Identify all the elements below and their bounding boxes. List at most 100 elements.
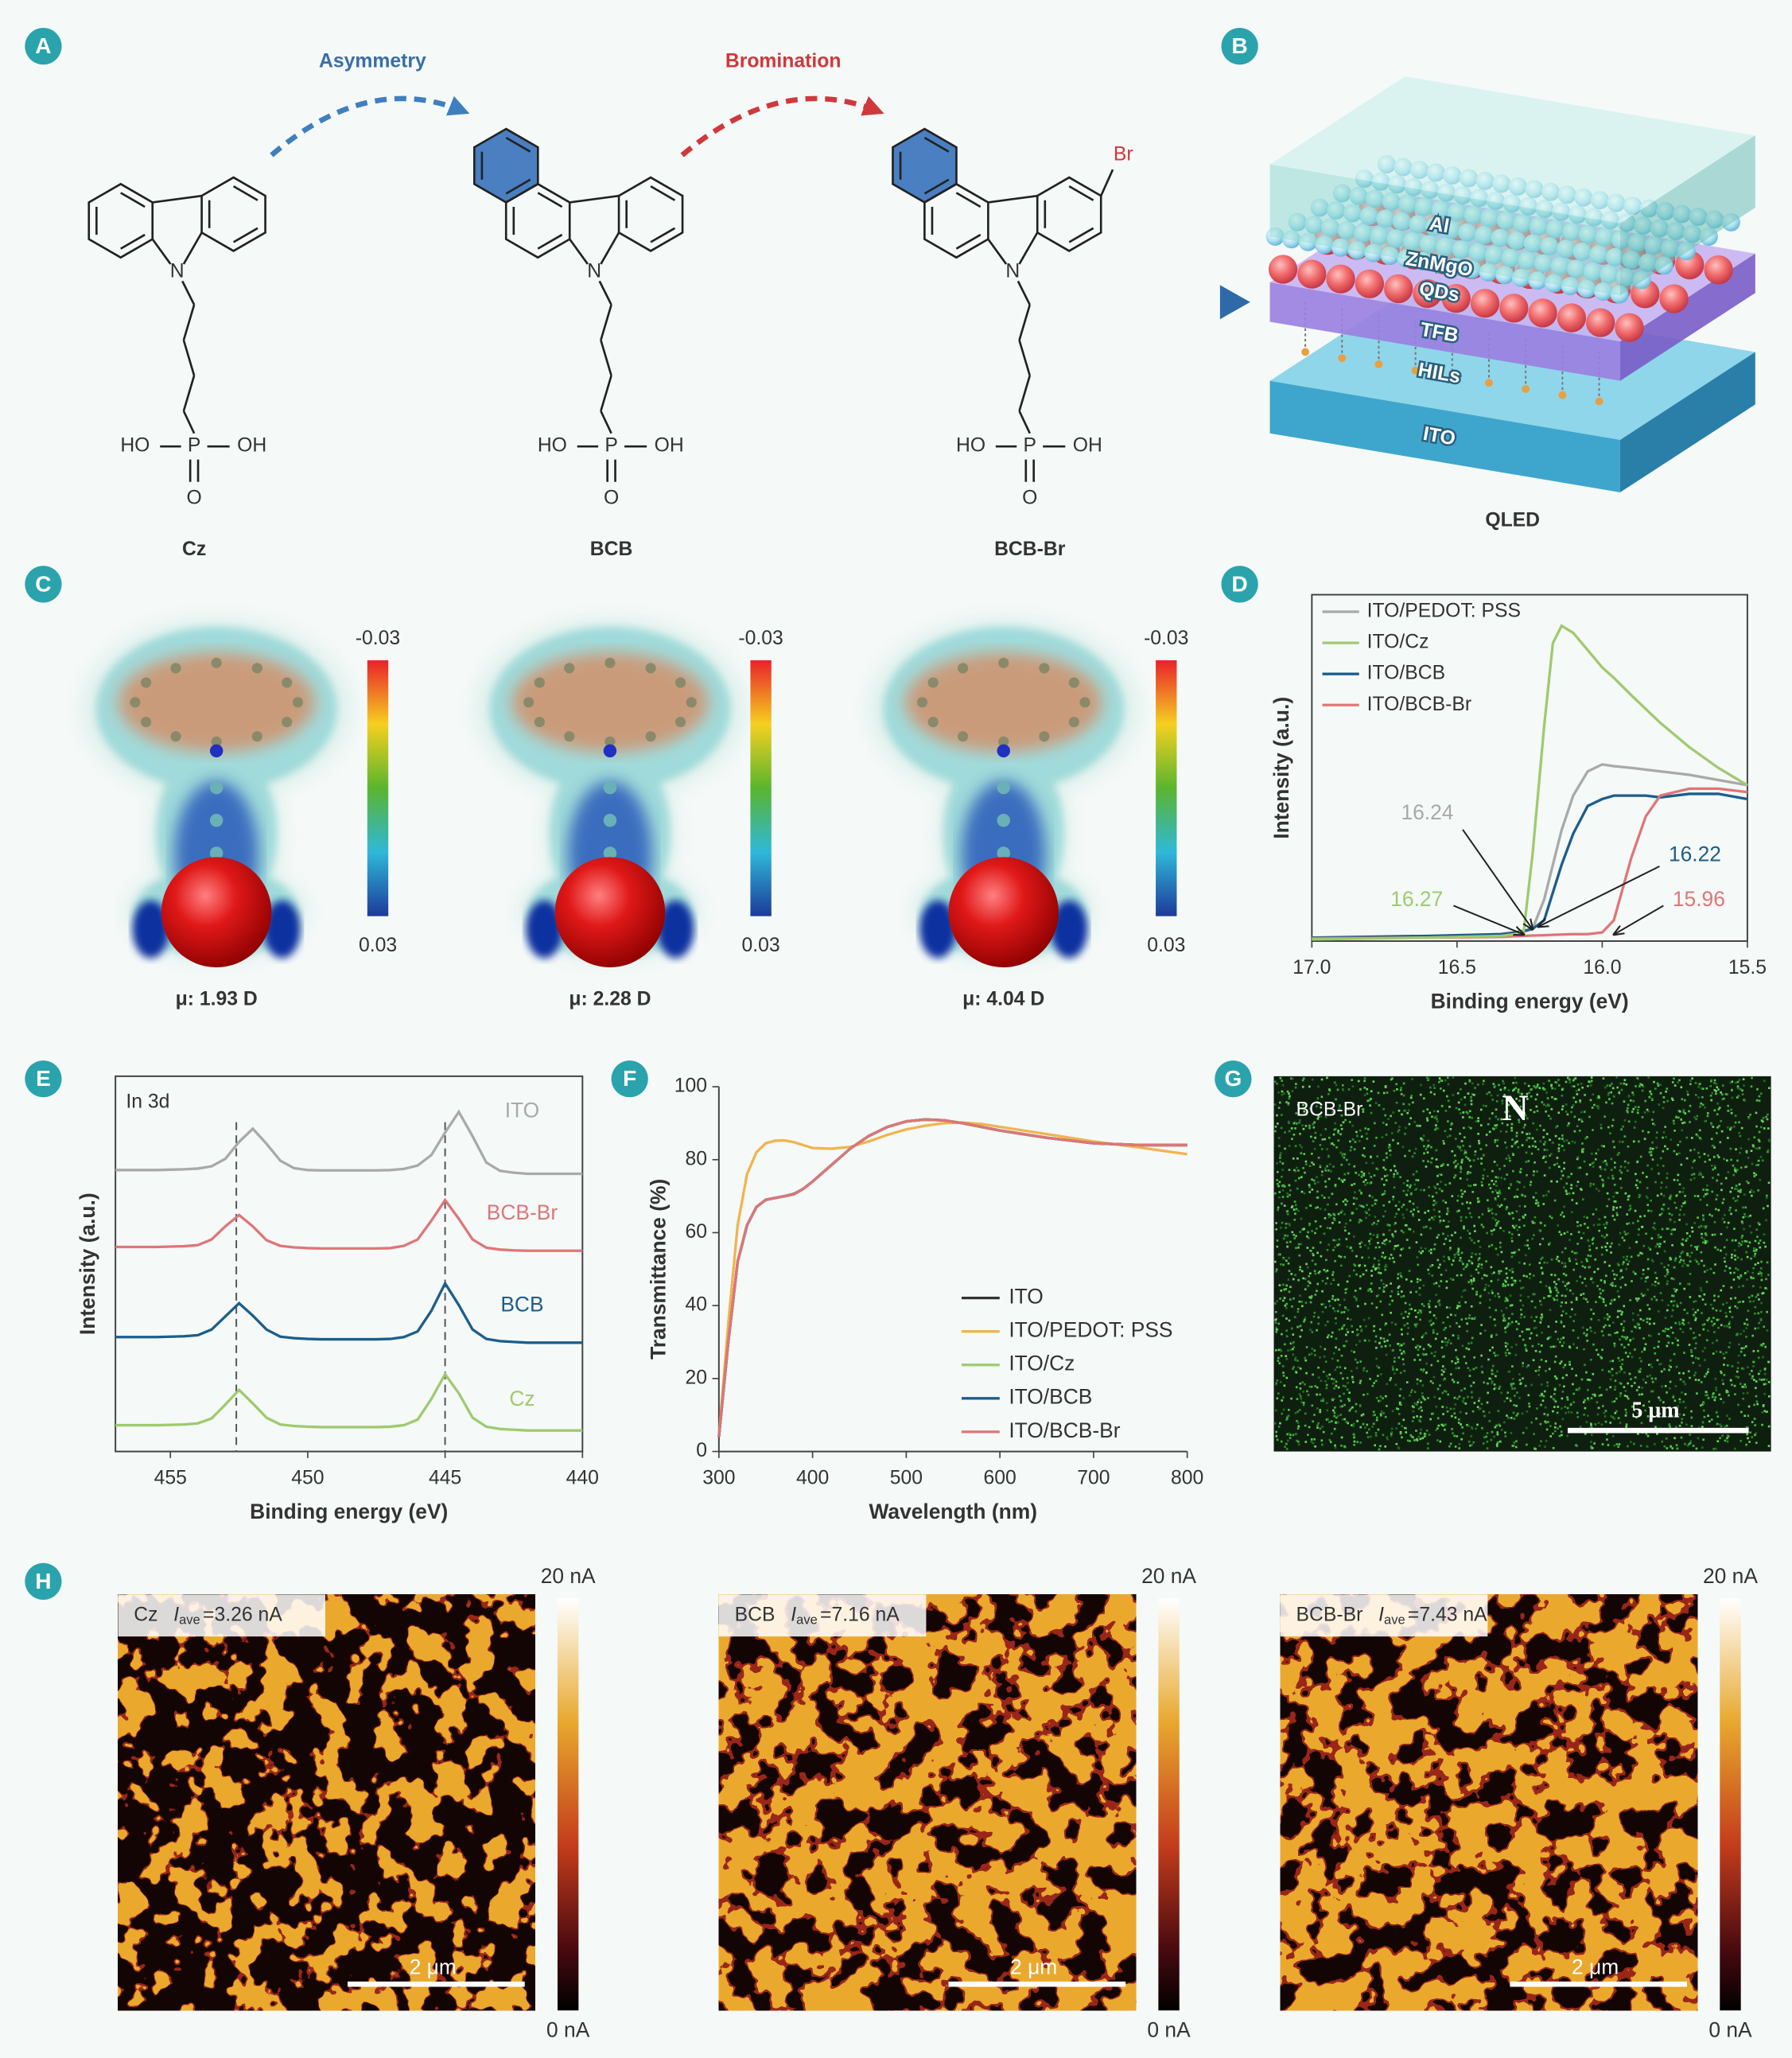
eds-dot <box>1611 1177 1615 1180</box>
eds-dot <box>1629 1204 1631 1208</box>
atom <box>251 731 262 742</box>
eds-dot <box>1335 1098 1337 1101</box>
eds-dot <box>1515 1131 1518 1134</box>
eds-dot <box>1684 1194 1686 1197</box>
eds-dot <box>1392 1111 1395 1114</box>
eds-dot <box>1326 1336 1329 1339</box>
legend-label: ITO <box>1009 1285 1043 1309</box>
eds-dot <box>1378 1328 1382 1331</box>
eds-dot <box>1553 1399 1556 1402</box>
eds-dot <box>1606 1313 1609 1316</box>
eds-dot <box>1594 1258 1597 1261</box>
eds-dot <box>1280 1355 1283 1357</box>
eds-dot <box>1408 1308 1411 1311</box>
eds-dot <box>1515 1097 1518 1100</box>
eds-dot <box>1542 1136 1545 1138</box>
eds-dot <box>1666 1391 1668 1394</box>
eds-dot <box>1383 1192 1386 1195</box>
eds-dot <box>1310 1321 1313 1324</box>
eds-dot <box>1732 1173 1736 1177</box>
eds-dot <box>1343 1418 1346 1421</box>
eds-dot <box>1483 1329 1487 1332</box>
eds-dot <box>1411 1389 1413 1391</box>
eds-dot <box>1390 1311 1392 1314</box>
eds-dot <box>1761 1159 1764 1162</box>
eds-dot <box>1553 1098 1557 1100</box>
eds-dot <box>1276 1397 1279 1400</box>
eds-dot <box>1413 1183 1417 1186</box>
eds-dot <box>1724 1265 1728 1268</box>
eds-dot <box>1390 1432 1393 1435</box>
eds-dot <box>1645 1277 1647 1279</box>
eds-dot <box>1468 1369 1471 1371</box>
eds-dot <box>1766 1310 1768 1313</box>
eds-dot <box>1448 1258 1451 1261</box>
eds-dot <box>1650 1377 1654 1380</box>
eds-dot <box>1320 1078 1324 1081</box>
eds-dot <box>1554 1134 1557 1138</box>
eds-dot <box>1370 1435 1372 1438</box>
eds-dot <box>1716 1415 1720 1418</box>
eds-dot <box>1284 1343 1286 1346</box>
eds-dot <box>1728 1418 1731 1420</box>
eds-dot <box>1285 1284 1288 1287</box>
eds-dot <box>1299 1144 1301 1146</box>
eds-dot <box>1657 1236 1660 1239</box>
eds-dot <box>1479 1332 1482 1335</box>
eds-dot <box>1382 1251 1385 1255</box>
eds-dot <box>1456 1163 1460 1165</box>
eds-dot <box>1603 1227 1607 1229</box>
eds-dot <box>1514 1279 1517 1282</box>
eds-dot <box>1409 1184 1412 1187</box>
eds-dot <box>1726 1093 1728 1095</box>
eds-dot <box>1522 1431 1525 1434</box>
eds-dot <box>1378 1246 1381 1249</box>
eds-dot <box>1516 1196 1519 1198</box>
eds-dot <box>1632 1099 1635 1103</box>
eds-dot <box>1512 1217 1514 1220</box>
eds-dot <box>1335 1083 1338 1087</box>
eds-dot <box>1610 1251 1612 1254</box>
eds-dot <box>1375 1223 1378 1226</box>
eds-dot <box>1563 1186 1565 1189</box>
eds-dot <box>1758 1321 1761 1325</box>
qd <box>1470 289 1500 318</box>
eds-dot <box>1373 1382 1376 1384</box>
eds-dot <box>1289 1286 1292 1289</box>
eds-dot <box>1425 1117 1429 1120</box>
eds-dot <box>1431 1216 1433 1220</box>
eds-dot <box>1362 1394 1365 1396</box>
eds-dot <box>1448 1239 1452 1243</box>
eds-dot <box>1563 1341 1565 1344</box>
eds-dot <box>1611 1400 1614 1403</box>
eds-dot <box>1370 1090 1373 1092</box>
eds-dot <box>1470 1280 1473 1283</box>
eds-dot <box>1344 1118 1347 1122</box>
eds-dot <box>1613 1146 1615 1149</box>
qd <box>1528 298 1557 328</box>
eds-dot <box>1557 1291 1560 1294</box>
eds-dot <box>1407 1109 1410 1112</box>
eds-dot <box>1543 1149 1546 1151</box>
eds-dot <box>1442 1424 1444 1427</box>
eds-dot <box>1577 1088 1580 1091</box>
eds-dot <box>1602 1290 1604 1292</box>
eds-dot <box>1333 1387 1335 1390</box>
eds-dot <box>1285 1302 1288 1305</box>
eds-dot <box>1343 1403 1346 1406</box>
eds-dot <box>1564 1364 1567 1367</box>
eds-dot <box>1563 1161 1565 1165</box>
eds-dot <box>1276 1328 1278 1331</box>
eds-dot <box>1608 1098 1611 1100</box>
eds-dot <box>1374 1268 1377 1270</box>
eds-dot <box>1605 1162 1608 1165</box>
eds-dot <box>1379 1300 1382 1303</box>
eds-dot <box>1682 1400 1685 1403</box>
eds-dot <box>1327 1300 1331 1303</box>
eds-dot <box>1694 1094 1697 1096</box>
eds-dot <box>1316 1407 1319 1410</box>
eds-dot <box>1287 1408 1290 1411</box>
eds-dot <box>1289 1095 1291 1098</box>
eds-dot <box>1639 1367 1642 1371</box>
eds-dot <box>1693 1246 1697 1248</box>
